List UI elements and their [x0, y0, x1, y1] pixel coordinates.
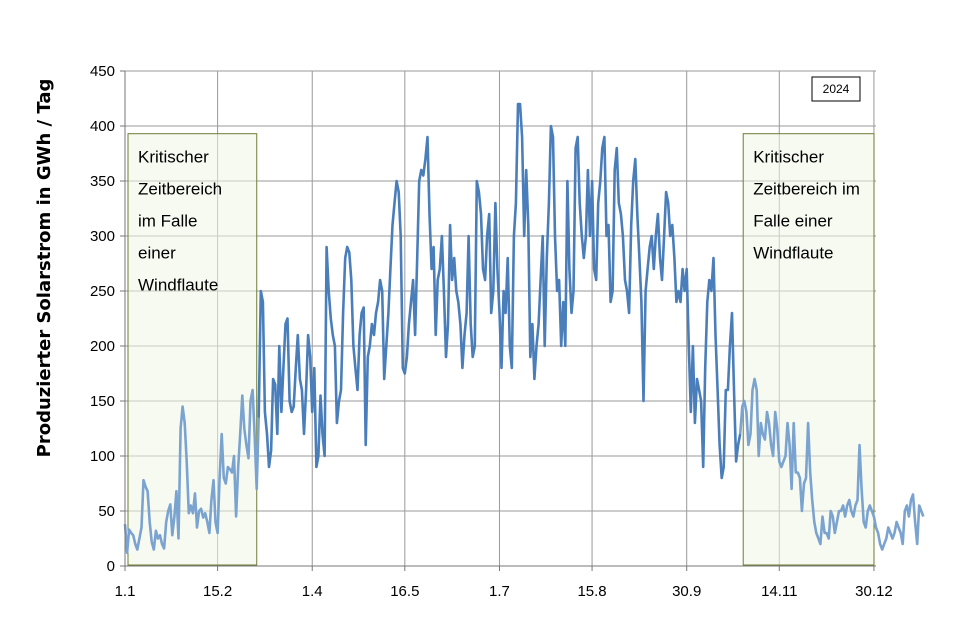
y-axis-label: Produzierter Solarstrom in GWh / Tag [34, 79, 55, 458]
region-note-line: Kritischer [138, 148, 209, 167]
y-tick-label: 350 [90, 173, 115, 190]
region-note-line: einer [138, 244, 176, 263]
y-tick-label: 0 [107, 558, 115, 575]
year-label: 2024 [823, 82, 850, 96]
region-note-line: Falle einer [753, 212, 833, 231]
y-tick-label: 250 [90, 283, 115, 300]
x-tick-label: 30.12 [855, 583, 893, 600]
axes [120, 70, 876, 571]
region-note-line: Zeitbereich im [753, 180, 860, 199]
critical-region-box [742, 133, 875, 566]
x-tick-label: 15.8 [577, 583, 606, 600]
x-tick-label: 1.1 [115, 583, 136, 600]
x-tick-label: 30.9 [672, 583, 701, 600]
y-tick-label: 100 [90, 448, 115, 465]
y-tick-label: 50 [98, 503, 115, 520]
region-note-line: Zeitbereich [138, 180, 222, 199]
series-line-winter-start [123, 388, 260, 555]
x-tick-label: 1.7 [489, 583, 510, 600]
year-box-frame [811, 76, 861, 102]
y-tick-label: 400 [90, 118, 115, 135]
series-line-winter-end [738, 377, 925, 551]
series-lines [123, 102, 925, 555]
x-tick-label: 14.11 [761, 583, 797, 600]
y-tick-label: 450 [90, 63, 115, 80]
x-tick-label: 1.4 [302, 583, 323, 600]
region-note-line: im Falle [138, 212, 198, 231]
y-tick-label: 200 [90, 338, 115, 355]
region-note-line: Kritischer [753, 148, 824, 167]
region-notes: Kritischer Zeitbereich im Falle einer Windfl… [138, 148, 860, 295]
x-tick-label: 16.5 [390, 583, 419, 600]
y-tick-label: 300 [90, 228, 115, 245]
x-tick-label: 15.2 [203, 583, 232, 600]
region-note-line: Windflaute [753, 244, 833, 263]
y-tick-label: 150 [90, 393, 115, 410]
x-tick-labels: 1.1 15.2 1.4 16.5 1.7 15.8 30.9 14.11 30.12 [115, 583, 893, 600]
region-note-line: Windflaute [138, 276, 218, 295]
year-box: 2024 [811, 76, 861, 102]
series-line-main [257, 102, 742, 480]
y-tick-labels: 0 50 100 150 200 250 300 350 400 450 [90, 63, 115, 575]
